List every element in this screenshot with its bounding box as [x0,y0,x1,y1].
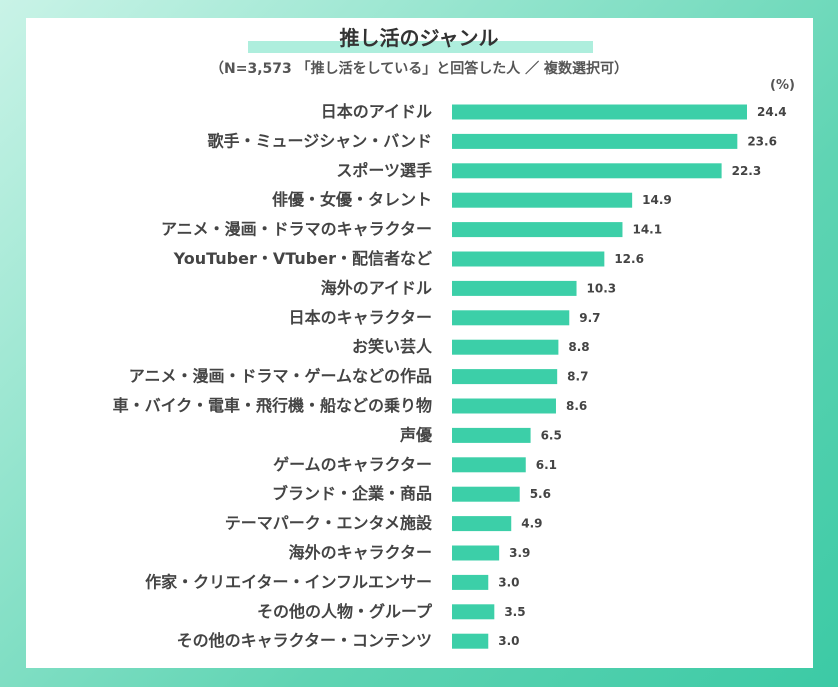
category-label: その他の人物・グループ [257,602,433,621]
category-label: スポーツ選手 [336,161,432,180]
category-label: 俳優・女優・タレント [272,190,432,209]
bar [452,457,526,473]
category-label: 海外のキャラクター [289,543,432,562]
bar [452,251,605,267]
value-label: 14.1 [632,223,662,237]
bar [452,369,558,385]
chart-title: 推し活のジャンル [339,26,499,50]
bar [452,339,559,355]
bar [452,516,512,532]
category-label: アニメ・漫画・ドラマ・ゲームなどの作品 [129,367,432,386]
value-label: 10.3 [587,281,617,295]
value-label: 3.9 [509,546,530,560]
bar [452,486,520,502]
category-label: 日本のキャラクター [289,308,432,327]
value-label: 3.0 [498,634,519,648]
chart-card [26,18,813,668]
bar [452,310,570,326]
category-label: アニメ・漫画・ドラマのキャラクター [161,220,432,239]
category-label: 車・バイク・電車・飛行機・船などの乗り物 [113,396,432,415]
value-label: 14.9 [642,193,672,207]
category-label: 日本のアイドル [321,102,432,121]
category-label: 声優 [399,425,433,444]
value-label: 22.3 [732,164,762,178]
bar [452,398,556,414]
value-label: 8.6 [566,399,587,413]
bar [452,163,722,179]
bar [452,280,577,296]
category-label: 海外のアイドル [321,278,432,297]
category-label: テーマパーク・エンタメ施設 [225,514,433,533]
bar [452,192,633,208]
bar [452,427,531,443]
bar [452,633,489,649]
value-label: 24.4 [757,105,787,119]
bar [452,604,495,620]
category-label: 作家・クリエイター・インフルエンサー [145,572,432,591]
category-label: お笑い芸人 [352,337,433,356]
bar [452,133,738,149]
chart-subtitle: （N=3,573 「推し活をしている」と回答した人 ／ 複数選択可） [210,61,628,77]
value-label: 3.0 [498,575,519,589]
value-label: 9.7 [579,311,600,325]
category-label: 歌手・ミュージシャン・バンド [208,131,432,150]
bar [452,104,747,120]
category-label: その他のキャラクター・コンテンツ [177,631,432,650]
value-label: 8.7 [567,370,588,384]
bar [452,222,623,238]
value-label: 12.6 [614,252,644,266]
category-label: ブランド・企業・商品 [272,484,432,503]
value-label: 5.6 [530,487,551,501]
category-label: ゲームのキャラクター [273,455,432,474]
value-label: 6.1 [536,458,557,472]
title-highlight [248,41,593,53]
value-label: 23.6 [747,134,777,148]
category-label: YouTuber・VTuber・配信者など [173,249,432,268]
bar [452,574,489,590]
bar [452,545,500,561]
value-label: 6.5 [541,428,562,442]
value-label: 8.8 [568,340,589,354]
unit-label: (%) [770,78,795,93]
value-label: 3.5 [504,605,525,619]
value-label: 4.9 [521,517,542,531]
